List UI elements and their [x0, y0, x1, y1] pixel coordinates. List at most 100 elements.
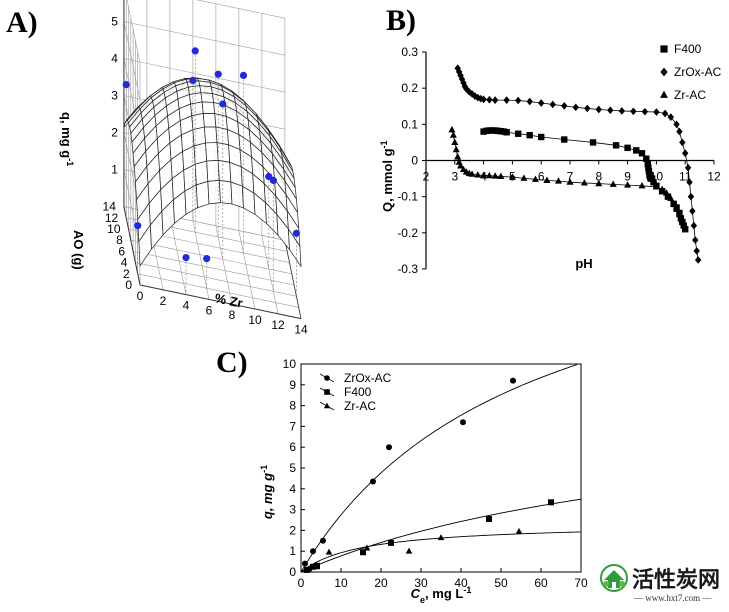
- isotherm-point-zrox-ac: [370, 478, 376, 485]
- surface-x-tick-label: 10: [248, 313, 262, 327]
- ph-x-tick-label: 9: [624, 170, 631, 184]
- ph-x-tick-label: 6: [538, 170, 545, 184]
- surface-x-tick-label: 4: [183, 299, 190, 313]
- ph-y-tick-label: 0.1: [401, 117, 418, 131]
- side-wall-gridline: [126, 0, 141, 64]
- surface-data-point: [191, 47, 199, 55]
- ph-chart-series: [448, 64, 702, 264]
- surface-x-ticks: 0 2 4 6 8 10 12 14: [137, 289, 308, 337]
- ph-x-tick-label: 8: [595, 170, 602, 184]
- ph-point-zrox-ac: [595, 105, 602, 114]
- isotherm-y-axis-title: q, mg g-1: [259, 465, 275, 519]
- ph-point-zr-ac: [497, 172, 505, 179]
- panel-b: B) -0.3-0.2-0.100.10.20.323456789101112 …: [379, 4, 722, 276]
- ph-y-tick-label: 0: [411, 154, 418, 168]
- ph-point-zr-ac: [580, 179, 588, 186]
- ph-point-zr-ac: [680, 219, 688, 227]
- ph-y-tick-label: -0.3: [397, 262, 418, 276]
- ph-point-f400: [526, 131, 533, 139]
- ph-point-zr-ac: [662, 189, 670, 196]
- ph-point-f400: [648, 175, 656, 182]
- isotherm-point-zrox-ac: [320, 537, 326, 544]
- ph-point-zr-ac: [624, 181, 632, 188]
- isotherm-y-tick-label: 10: [283, 357, 297, 371]
- ph-point-f400: [612, 142, 620, 149]
- ph-x-tick-label: 7: [567, 170, 574, 184]
- surface-y-tick-label: 8: [116, 233, 123, 247]
- ph-point-zrox-ac: [572, 103, 579, 112]
- ph-point-zr-ac: [543, 176, 551, 183]
- isotherm-fit-zrox-ac: [300, 364, 578, 573]
- surface-x-tick-label: 8: [229, 308, 236, 322]
- back-wall-gridline: [123, 58, 285, 93]
- ph-point-zr-ac: [520, 174, 528, 181]
- surface-data-point: [134, 222, 142, 230]
- surface-mesh-cell: [215, 126, 229, 146]
- ph-point-zrox-ac: [457, 71, 464, 80]
- isotherm-plot-frame: [300, 363, 582, 573]
- back-wall-gridline: [123, 21, 285, 56]
- isotherm-x-tick-label: 10: [334, 576, 348, 590]
- ph-point-zr-ac: [554, 177, 562, 184]
- isotherm-y-tick-label: 5: [289, 461, 296, 475]
- ph-point-zrox-ac: [549, 100, 556, 109]
- ph-point-zr-ac: [508, 173, 516, 180]
- ph-point-zrox-ac: [468, 90, 476, 98]
- panel-a-label: A): [6, 6, 38, 39]
- floor-gridline: [169, 216, 187, 295]
- ph-point-zrox-ac: [676, 127, 683, 136]
- surface-mesh-cell: [207, 180, 221, 205]
- ph-point-f400: [624, 144, 631, 152]
- ph-point-f400: [682, 226, 689, 233]
- surface-data-point: [269, 176, 277, 184]
- isotherm-point-f400: [388, 539, 394, 546]
- ph-point-zr-ac: [638, 181, 646, 189]
- ph-point-zrox-ac: [687, 192, 695, 201]
- ph-point-zrox-ac: [661, 109, 669, 118]
- surface-x-tick-label: 6: [206, 303, 213, 317]
- ph-point-zrox-ac: [561, 102, 568, 110]
- ph-point-zrox-ac: [690, 221, 698, 230]
- isotherm-point-f400: [310, 563, 316, 570]
- ph-chart-y-axis-title: Q, mmol g-1: [379, 140, 395, 212]
- side-wall-gridline: [123, 169, 141, 249]
- surface-data-point: [203, 255, 211, 263]
- ph-point-zrox-ac: [477, 94, 484, 103]
- ph-point-zr-ac: [448, 125, 456, 133]
- surface-x-tick-label: 0: [137, 289, 144, 303]
- isotherm-point-zr-ac: [305, 565, 313, 572]
- surface-data-point: [182, 254, 190, 262]
- surface-z-tick-label: 1: [111, 163, 118, 177]
- surface-z-tick-label: 3: [111, 89, 118, 103]
- surface-x-tick-label: 2: [160, 294, 167, 308]
- isotherm-legend-label: Zr-AC: [344, 399, 376, 413]
- surface-mesh-cell: [195, 180, 210, 209]
- ph-y-tick-label: -0.1: [397, 190, 418, 204]
- isotherm-y-tick-label: 6: [289, 440, 296, 454]
- ph-point-zrox-ac: [607, 106, 614, 115]
- surface-z-tick-label: 4: [111, 52, 118, 66]
- surface-mesh-cell: [206, 159, 220, 182]
- isotherm-y-tick-label: 3: [289, 503, 296, 517]
- floor-gridline: [215, 225, 233, 305]
- isotherm-legend-label: ZrOx-AC: [344, 371, 392, 385]
- isotherm-x-tick-label: 50: [494, 576, 508, 590]
- floor-gridline: [238, 230, 256, 310]
- ph-x-tick-label: 3: [451, 170, 458, 184]
- ph-point-zrox-ac: [584, 104, 591, 113]
- surface-data-point: [122, 81, 130, 89]
- ph-legend-marker: [660, 45, 668, 53]
- ph-point-f400: [645, 168, 653, 175]
- surface-y-tick-label: 6: [118, 244, 125, 258]
- ph-point-zrox-ac: [679, 138, 686, 147]
- ph-point-zrox-ac: [491, 96, 499, 104]
- surface-mesh-cell: [217, 159, 232, 183]
- side-wall-gridline: [123, 21, 141, 101]
- surface-y-axis-title: AO (g): [71, 230, 86, 270]
- ph-point-zr-ac: [451, 138, 459, 145]
- isotherm-chart-series: [302, 377, 554, 573]
- isotherm-y-tick-label: 2: [289, 523, 296, 537]
- isotherm-legend-marker: [323, 402, 331, 409]
